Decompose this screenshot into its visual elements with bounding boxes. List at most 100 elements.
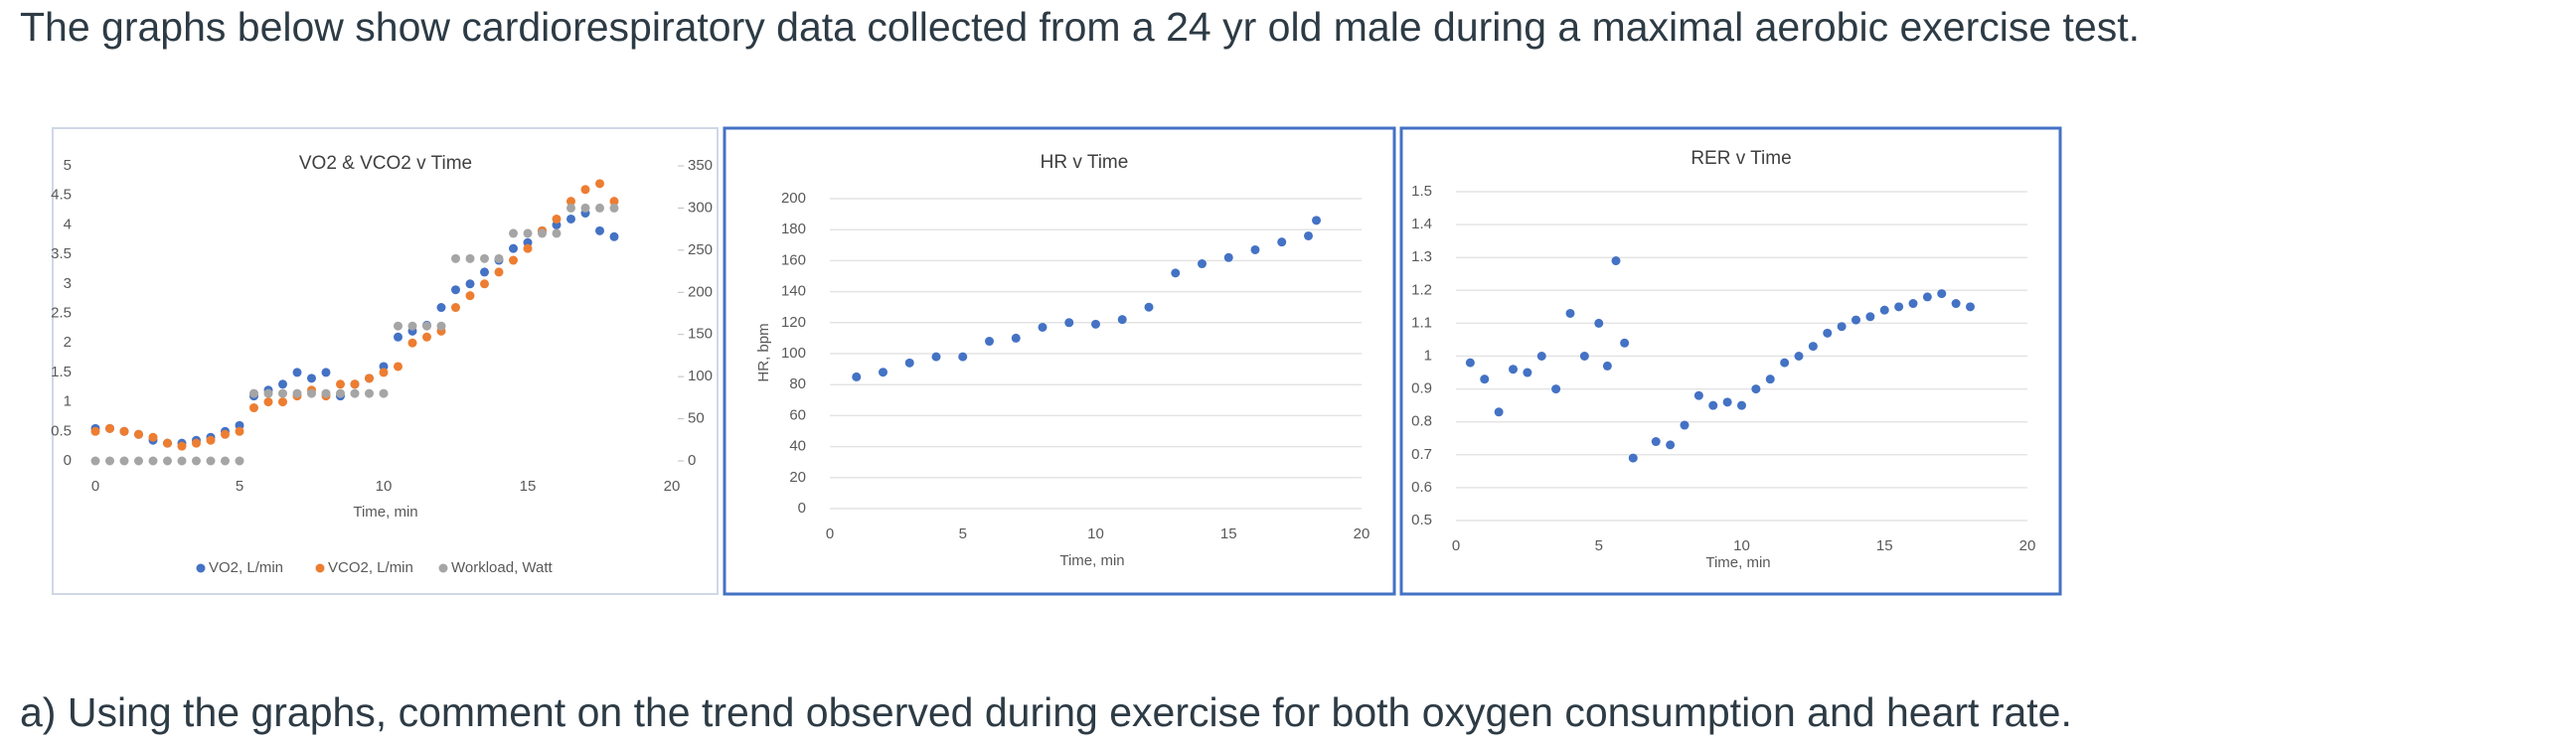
data-point	[394, 362, 402, 372]
data-point	[465, 253, 475, 263]
data-point	[235, 426, 244, 436]
chart-frame	[723, 126, 1396, 596]
data-point	[523, 228, 533, 238]
y2-tick-label: 350	[688, 157, 713, 174]
data-point	[350, 388, 360, 398]
data-point	[192, 456, 201, 466]
data-point	[134, 429, 143, 439]
data-point	[422, 332, 431, 342]
data-point	[1966, 302, 1975, 312]
y-tick-label: 120	[781, 314, 806, 331]
data-point	[336, 379, 345, 389]
data-point	[394, 321, 402, 331]
data-point	[221, 456, 230, 466]
data-point	[307, 374, 316, 383]
data-point	[90, 426, 100, 436]
data-point	[552, 214, 562, 224]
data-point	[1611, 256, 1621, 266]
data-point	[1823, 328, 1833, 338]
data-point	[580, 185, 590, 195]
data-point	[321, 368, 331, 377]
data-point	[609, 231, 619, 241]
data-point	[1937, 289, 1947, 299]
data-point	[105, 423, 114, 433]
data-point	[1680, 420, 1690, 430]
data-point	[1837, 322, 1847, 332]
y-tick-label: 0	[798, 500, 806, 517]
data-point	[1666, 440, 1676, 450]
y-tick-label: 1.2	[1411, 281, 1432, 298]
data-point	[494, 253, 504, 263]
data-point	[422, 321, 431, 331]
x-tick-label: 10	[1733, 537, 1750, 554]
data-point	[177, 441, 187, 451]
x-tick-label: 5	[236, 478, 243, 495]
data-point	[1277, 237, 1287, 247]
data-point	[1480, 374, 1490, 384]
data-point	[407, 321, 417, 331]
y2-tick-label: 300	[688, 199, 713, 216]
data-point	[1852, 315, 1860, 325]
data-point	[1198, 259, 1207, 269]
x-tick-label: 15	[1876, 537, 1893, 554]
data-point	[119, 456, 129, 466]
data-point	[134, 456, 143, 466]
data-point	[177, 456, 187, 466]
data-point	[509, 243, 518, 253]
data-point	[1808, 342, 1818, 352]
y-tick-label: 1.5	[1411, 183, 1432, 200]
data-point	[1250, 244, 1260, 254]
y2-tick-label: 250	[688, 241, 713, 258]
data-point	[1551, 384, 1561, 394]
data-point	[1091, 319, 1100, 329]
data-point	[580, 203, 590, 213]
data-point	[566, 197, 575, 207]
data-point	[206, 456, 216, 466]
x-tick-label: 20	[2019, 537, 2036, 554]
data-point	[436, 321, 446, 331]
y-tick-label: 0.5	[1411, 512, 1432, 528]
data-point	[292, 368, 302, 377]
data-point	[1879, 305, 1889, 315]
x-tick-label: 0	[826, 525, 834, 542]
x-tick-label: 0	[1452, 537, 1460, 554]
data-point	[451, 303, 460, 313]
data-point	[407, 338, 417, 348]
data-point	[480, 267, 489, 277]
data-point	[350, 379, 360, 389]
data-point	[1144, 302, 1154, 312]
data-point	[278, 379, 287, 389]
data-point	[148, 456, 158, 466]
chart-title: VO2 & VCO2 v Time	[299, 153, 472, 174]
data-point	[1951, 299, 1961, 309]
x-tick-label: 20	[664, 478, 681, 495]
data-point	[609, 203, 619, 213]
data-point	[1628, 453, 1638, 463]
data-point	[494, 267, 504, 277]
data-point	[1765, 374, 1775, 384]
legend-marker	[196, 563, 206, 573]
data-point	[365, 388, 374, 398]
data-point	[1780, 358, 1790, 368]
x-axis-label: Time, min	[353, 504, 417, 521]
data-point	[163, 456, 172, 466]
data-point	[1922, 292, 1932, 302]
legend-marker	[315, 563, 325, 573]
data-point	[595, 203, 604, 213]
data-point	[221, 429, 230, 439]
x-tick-label: 0	[91, 478, 99, 495]
y2-tick-label: 150	[688, 326, 713, 343]
data-point	[1693, 390, 1703, 400]
data-point	[105, 456, 114, 466]
data-point	[852, 372, 862, 381]
data-point	[394, 332, 402, 342]
data-point	[1565, 308, 1575, 318]
data-point	[509, 228, 518, 238]
data-point	[465, 279, 475, 289]
x-tick-label: 20	[1354, 525, 1370, 542]
data-point	[206, 435, 216, 445]
data-point	[192, 438, 201, 448]
y2-tick-label: 50	[688, 410, 705, 427]
